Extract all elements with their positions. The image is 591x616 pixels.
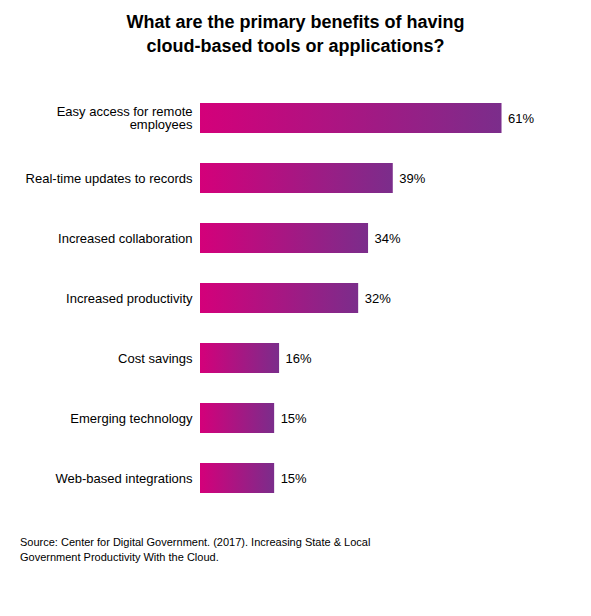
svg-text:Emerging technology: Emerging technology [70,410,193,425]
svg-text:61%: 61% [508,110,534,125]
svg-text:Real-time updates to records: Real-time updates to records [26,170,193,185]
svg-text:39%: 39% [399,170,425,185]
svg-text:15%: 15% [281,410,307,425]
svg-text:15%: 15% [281,470,307,485]
svg-text:34%: 34% [375,230,401,245]
svg-text:32%: 32% [365,290,391,305]
svg-text:Increased productivity: Increased productivity [66,290,193,305]
svg-text:Cost savings: Cost savings [118,350,193,365]
svg-text:Web-based integrations: Web-based integrations [55,470,193,485]
svg-text:16%: 16% [286,350,312,365]
svg-text:Increased collaboration: Increased collaboration [58,230,192,245]
html-text:What are the primary benefits: What are the primary benefits of having … [126,12,465,57]
svg-text:Easy access for remoteemployee: Easy access for remoteemployees [57,104,193,132]
html-text:Source: Center for Digital Gov: Source: Center for Digital Government. (… [20,535,371,563]
